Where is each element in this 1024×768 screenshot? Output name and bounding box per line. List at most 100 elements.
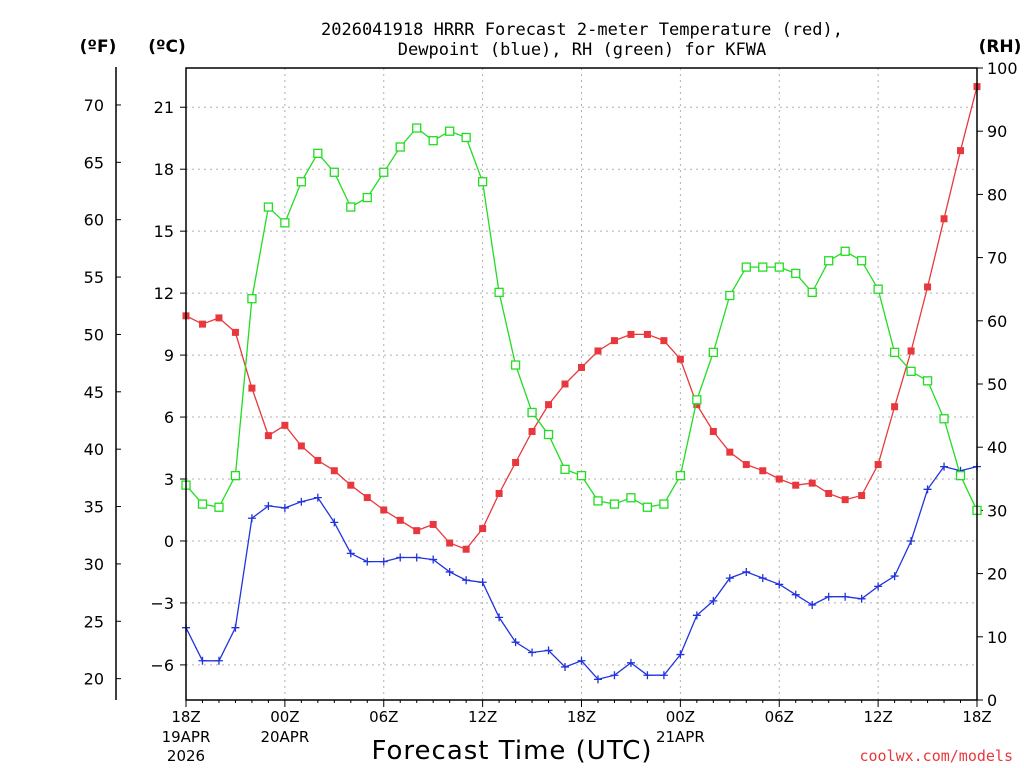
temperature-point	[429, 520, 437, 528]
time-tick-label: 18Z	[962, 708, 991, 726]
rh-point	[939, 414, 949, 424]
dewpoint-point	[626, 658, 635, 667]
dewpoint-point	[363, 557, 372, 566]
rh-point	[758, 262, 768, 272]
dewpoint-point	[297, 497, 306, 506]
dewpoint-point	[379, 557, 388, 566]
fahrenheit-tick-label: 35	[84, 498, 104, 517]
celsius-axis: −6 −3 0 3 6 9 12 15 18 21	[150, 98, 186, 675]
rh-tick-label: 50	[987, 375, 1007, 394]
temperature-point	[578, 363, 585, 371]
dewpoint-point	[610, 671, 619, 680]
rh-tick-label: 60	[987, 312, 1007, 331]
rh-point	[197, 499, 208, 509]
fahrenheit-tick-label: 40	[84, 440, 104, 459]
rh-point	[873, 284, 883, 294]
rh-point	[807, 287, 817, 298]
temperature-point	[545, 401, 553, 409]
rh-point	[692, 395, 702, 405]
time-date-label: 20APR	[260, 728, 309, 746]
rh-tick-label: 40	[987, 438, 1007, 457]
temperature-point	[198, 320, 206, 328]
dewpoint-point	[593, 675, 602, 684]
dewpoint-point	[214, 656, 223, 665]
rh-point	[379, 167, 389, 177]
temperature-point	[858, 492, 866, 500]
temperature-point	[215, 314, 223, 322]
dewpoint-point	[231, 623, 240, 632]
fahrenheit-tick-label: 50	[84, 325, 104, 344]
temperature-point	[792, 481, 800, 489]
time-tick-label: 06Z	[765, 708, 794, 726]
x-axis-title: Forecast Time (UTC)	[371, 736, 652, 766]
temperature-point	[413, 527, 421, 535]
dewpoint-point	[758, 574, 767, 583]
temperature-point	[610, 337, 618, 345]
time-tick-label: 12Z	[468, 708, 497, 726]
dewpoint-point	[561, 662, 570, 671]
rh-point	[445, 126, 455, 136]
fahrenheit-tick-label: 25	[84, 612, 104, 631]
dewpoint-point	[396, 553, 405, 562]
rh-point	[824, 256, 834, 266]
dewpoint-point	[280, 503, 289, 512]
time-tick-label: 12Z	[863, 708, 892, 726]
temperature-point	[940, 215, 948, 223]
gridlines	[186, 68, 977, 700]
celsius-tick-label: 21	[154, 98, 174, 117]
dewpoint-point	[742, 567, 751, 576]
rh-point	[263, 202, 274, 212]
rh-point	[856, 256, 867, 266]
dewpoint-point	[429, 555, 438, 564]
rh-point	[247, 294, 257, 304]
temperature-point	[775, 475, 783, 483]
temperature-point	[643, 330, 651, 338]
fahrenheit-tick-label: 20	[84, 670, 104, 689]
temperature-point	[759, 467, 767, 475]
rh-point	[296, 177, 307, 187]
chart-title-line2: Dewpoint (blue), RH (green) for KFWA	[398, 40, 766, 60]
temperature-point	[825, 489, 833, 497]
temperature-point	[396, 516, 404, 524]
time-tick-label: 00Z	[666, 708, 695, 726]
dewpoint-point	[511, 638, 520, 647]
temperature-point	[330, 467, 338, 475]
temperature-point	[709, 428, 717, 436]
dewpoint-point	[676, 650, 685, 659]
rh-tick-label: 0	[987, 691, 997, 710]
rh-point	[461, 132, 471, 143]
celsius-unit-label: (ºC)	[148, 37, 186, 57]
rh-point	[922, 376, 933, 386]
temperature-point	[660, 337, 668, 345]
dewpoint-point	[445, 567, 454, 576]
temperature-point	[841, 496, 849, 504]
rh-point	[230, 470, 241, 481]
dewpoint-point	[923, 485, 932, 494]
temperature-point	[281, 421, 289, 429]
rh-point	[675, 470, 686, 481]
rh-point	[280, 218, 290, 228]
rh-point	[774, 262, 784, 272]
temperature-point	[693, 401, 701, 409]
dewpoint-point	[874, 582, 883, 591]
temperature-point	[264, 432, 272, 440]
rh-tick-label: 20	[987, 565, 1007, 584]
rh-point	[741, 262, 751, 272]
rh-point	[543, 429, 554, 440]
fahrenheit-tick-label: 30	[84, 555, 104, 574]
rh-point	[593, 496, 603, 506]
dewpoint-point	[412, 553, 421, 562]
dewpoint-point	[528, 648, 537, 657]
rh-axis: 0 10 20 30 40 50 60 70 80 90 100	[977, 59, 1018, 710]
dewpoint-point	[495, 613, 504, 622]
temperature-point	[512, 458, 520, 466]
rh-point	[477, 177, 488, 187]
celsius-tick-label: 3	[164, 470, 174, 489]
dewpoint-point	[725, 574, 734, 583]
rh-point	[428, 136, 438, 146]
rh-point	[659, 499, 669, 509]
dewpoint-point	[643, 671, 652, 680]
dewpoint-point	[890, 572, 899, 581]
